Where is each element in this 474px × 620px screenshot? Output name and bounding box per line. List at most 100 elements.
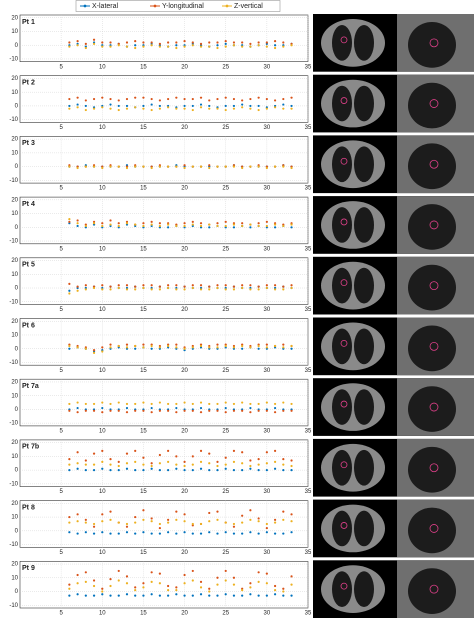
ct-target [429, 402, 439, 412]
data-point [249, 45, 252, 48]
ct-axial-body [321, 201, 385, 249]
data-point [101, 284, 104, 287]
ct-axial-body [321, 443, 385, 492]
data-point [265, 594, 268, 597]
data-point [175, 455, 178, 458]
data-point [150, 517, 153, 520]
data-point [150, 402, 153, 406]
data-point [158, 462, 161, 465]
data-point [282, 45, 285, 48]
data-point [167, 402, 170, 406]
data-point [257, 594, 260, 597]
data-point [241, 521, 244, 524]
ct-target [429, 38, 439, 48]
data-point [117, 165, 120, 168]
y-tick-label: -10 [9, 603, 18, 609]
x-tick-label: 35 [305, 368, 312, 374]
data-point [92, 452, 96, 455]
data-point [224, 45, 227, 48]
data-point [117, 344, 120, 348]
data-point [249, 97, 252, 101]
data-point [125, 452, 129, 455]
data-point [134, 44, 137, 47]
data-point [191, 594, 194, 597]
data-point [199, 42, 203, 45]
data-point [158, 288, 161, 291]
legend-label: Z-vertical [234, 3, 263, 10]
data-point [125, 522, 129, 526]
data-point [191, 455, 194, 458]
data-point [142, 518, 145, 521]
x-tick-label: 15 [140, 246, 147, 252]
data-point [125, 593, 129, 596]
data-point [183, 224, 186, 228]
data-point [76, 166, 79, 170]
data-point [257, 347, 260, 350]
data-point [76, 39, 79, 43]
data-point [92, 222, 96, 225]
data-point [191, 284, 194, 287]
data-point [92, 42, 96, 45]
data-point [109, 510, 112, 513]
data-point [208, 511, 211, 515]
data-point [265, 462, 268, 465]
data-point [199, 532, 203, 535]
data-point [142, 286, 145, 290]
ct-axial-body [321, 565, 385, 614]
data-point [68, 583, 71, 586]
data-point [150, 44, 153, 47]
data-point [134, 532, 137, 535]
data-point [241, 286, 244, 290]
data-point [117, 579, 120, 582]
data-point [216, 576, 219, 579]
data-point [224, 579, 227, 582]
data-point [175, 224, 178, 228]
data-point [167, 165, 170, 168]
plot-area [19, 196, 309, 245]
data-point [125, 411, 129, 414]
ct-target [429, 281, 439, 291]
data-point [290, 520, 293, 523]
data-point [183, 594, 186, 597]
y-tick-label: -10 [9, 481, 18, 487]
data-point [92, 463, 96, 466]
data-point [249, 467, 252, 470]
data-point [232, 346, 236, 349]
data-point [216, 594, 219, 597]
data-point [109, 594, 112, 597]
ct-axial-lung [332, 146, 352, 183]
data-point [199, 449, 203, 452]
data-point [109, 223, 112, 226]
data-point [117, 521, 120, 524]
ct-target [340, 279, 348, 287]
data-point [109, 518, 112, 521]
data-point [249, 582, 252, 585]
data-point [216, 510, 219, 513]
data-point [216, 97, 219, 101]
data-point [224, 456, 227, 459]
data-point [167, 589, 170, 592]
data-point [134, 409, 137, 412]
data-point [290, 44, 293, 47]
data-point [232, 285, 236, 288]
data-point [224, 521, 227, 524]
data-point [273, 584, 277, 588]
data-point [265, 346, 268, 349]
data-point [208, 104, 211, 108]
data-point [282, 594, 285, 597]
ct-sagittal-lung [408, 507, 456, 554]
y-tick-label: 20 [11, 76, 18, 82]
data-point [125, 343, 129, 346]
data-point [191, 469, 194, 472]
y-tick-label: -10 [9, 299, 18, 305]
y-tick-label: 0 [15, 407, 19, 413]
data-point [183, 401, 186, 404]
data-point [125, 402, 129, 406]
data-point [282, 224, 285, 228]
data-point [109, 343, 112, 346]
x-tick-label: 10 [99, 428, 106, 434]
data-point [150, 344, 153, 348]
x-tick-label: 15 [140, 186, 147, 192]
data-point [216, 402, 219, 406]
data-point [76, 573, 79, 577]
